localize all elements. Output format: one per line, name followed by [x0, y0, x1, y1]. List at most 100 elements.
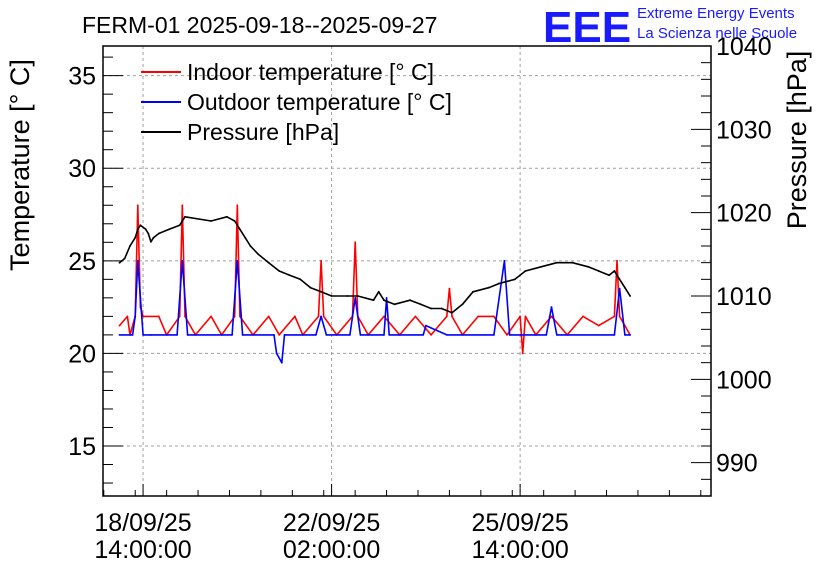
data-point	[346, 295, 349, 297]
data-point	[385, 297, 388, 299]
data-point	[236, 259, 239, 262]
left-axis-tick-label: 25	[68, 248, 96, 276]
data-point	[157, 232, 160, 235]
data-point	[616, 259, 618, 262]
data-point	[383, 315, 385, 318]
data-point	[555, 261, 558, 264]
left-axis-tick-label: 30	[68, 155, 96, 183]
right-axis: 990 1000 1010 1020 1030 1040	[691, 33, 772, 497]
data-point	[210, 315, 213, 318]
data-point	[142, 334, 145, 336]
data-point	[597, 324, 600, 327]
data-point	[239, 315, 241, 318]
data-point	[126, 315, 129, 318]
data-point	[320, 259, 322, 262]
logo-line-1: Extreme Energy Events	[637, 5, 795, 22]
series-1	[118, 259, 631, 364]
data-point	[152, 236, 155, 239]
data-point	[136, 259, 139, 262]
data-point	[451, 315, 453, 318]
x-axis-tick-label: 14:00:00	[471, 536, 568, 564]
data-point	[275, 352, 278, 355]
data-point	[257, 253, 260, 256]
data-point	[186, 334, 189, 336]
data-point	[236, 204, 239, 207]
data-point	[283, 334, 286, 336]
data-point	[244, 236, 247, 239]
x-axis-tick-label: 22/09/25	[283, 509, 380, 537]
right-axis-tick-label: 1040	[716, 33, 772, 61]
x-axis-tick-label: 25/09/25	[471, 509, 568, 537]
data-point	[445, 315, 448, 318]
data-point	[267, 261, 270, 264]
data-point	[131, 334, 134, 336]
data-point	[624, 334, 626, 336]
data-point	[414, 315, 417, 318]
data-point	[280, 361, 283, 364]
data-point	[555, 334, 558, 336]
chart-title: FERM-01 2025-09-18--2025-09-27	[82, 12, 437, 38]
data-point	[273, 334, 275, 336]
data-point	[118, 261, 121, 264]
data-point	[377, 290, 380, 293]
data-point	[118, 334, 121, 336]
series-group	[118, 204, 631, 364]
left-axis-tick-label: 20	[68, 340, 96, 368]
data-point	[372, 299, 375, 302]
data-point	[354, 297, 357, 299]
data-point	[393, 303, 396, 306]
right-axis-tick-label: 1020	[716, 200, 772, 228]
data-point	[383, 334, 385, 336]
left-axis-tick-label: 35	[68, 63, 96, 91]
data-point	[178, 224, 181, 227]
data-point	[181, 204, 184, 207]
data-point	[349, 334, 351, 336]
series-2	[118, 215, 631, 314]
data-point	[597, 270, 600, 272]
left-axis-title: Temperature [° C]	[5, 59, 35, 271]
data-point	[144, 228, 147, 231]
legend-label: Outdoor temperature [° C]	[187, 89, 452, 115]
data-point	[241, 334, 244, 336]
left-axis: 15 20 25 30 35	[68, 56, 123, 484]
data-point	[461, 303, 464, 306]
data-point	[409, 299, 411, 302]
data-point	[359, 334, 362, 336]
eee-logo: EEE Extreme Energy Events La Scienza nel…	[543, 3, 797, 52]
data-point	[629, 334, 631, 336]
data-point	[278, 270, 281, 272]
data-point	[493, 334, 495, 336]
data-point	[315, 334, 317, 336]
data-point	[157, 315, 160, 318]
data-point	[477, 315, 480, 318]
data-point	[233, 220, 236, 222]
data-point	[176, 334, 179, 336]
data-point	[136, 204, 139, 207]
data-point	[388, 334, 391, 336]
data-point	[613, 270, 616, 272]
data-point	[136, 228, 139, 231]
series-0	[118, 204, 631, 355]
data-point	[129, 245, 131, 247]
left-axis-tick-label: 15	[68, 433, 96, 461]
x-axis: 18/09/2514:00:0022/09/2502:00:0025/09/25…	[94, 484, 702, 564]
data-point	[168, 228, 171, 231]
data-point	[139, 224, 142, 227]
data-point	[440, 307, 443, 310]
data-point	[506, 334, 508, 336]
data-point	[430, 334, 432, 336]
grid	[103, 46, 711, 496]
data-point	[422, 334, 425, 336]
data-point	[178, 315, 181, 318]
data-point	[383, 299, 385, 302]
data-point	[587, 265, 590, 268]
data-point	[134, 315, 137, 318]
plot-frame	[102, 45, 712, 497]
right-axis-title: Pressure [hPa]	[782, 51, 812, 230]
data-point	[150, 334, 152, 336]
data-point	[448, 287, 451, 290]
data-point	[508, 334, 511, 336]
data-point	[267, 315, 270, 318]
data-point	[134, 236, 137, 239]
